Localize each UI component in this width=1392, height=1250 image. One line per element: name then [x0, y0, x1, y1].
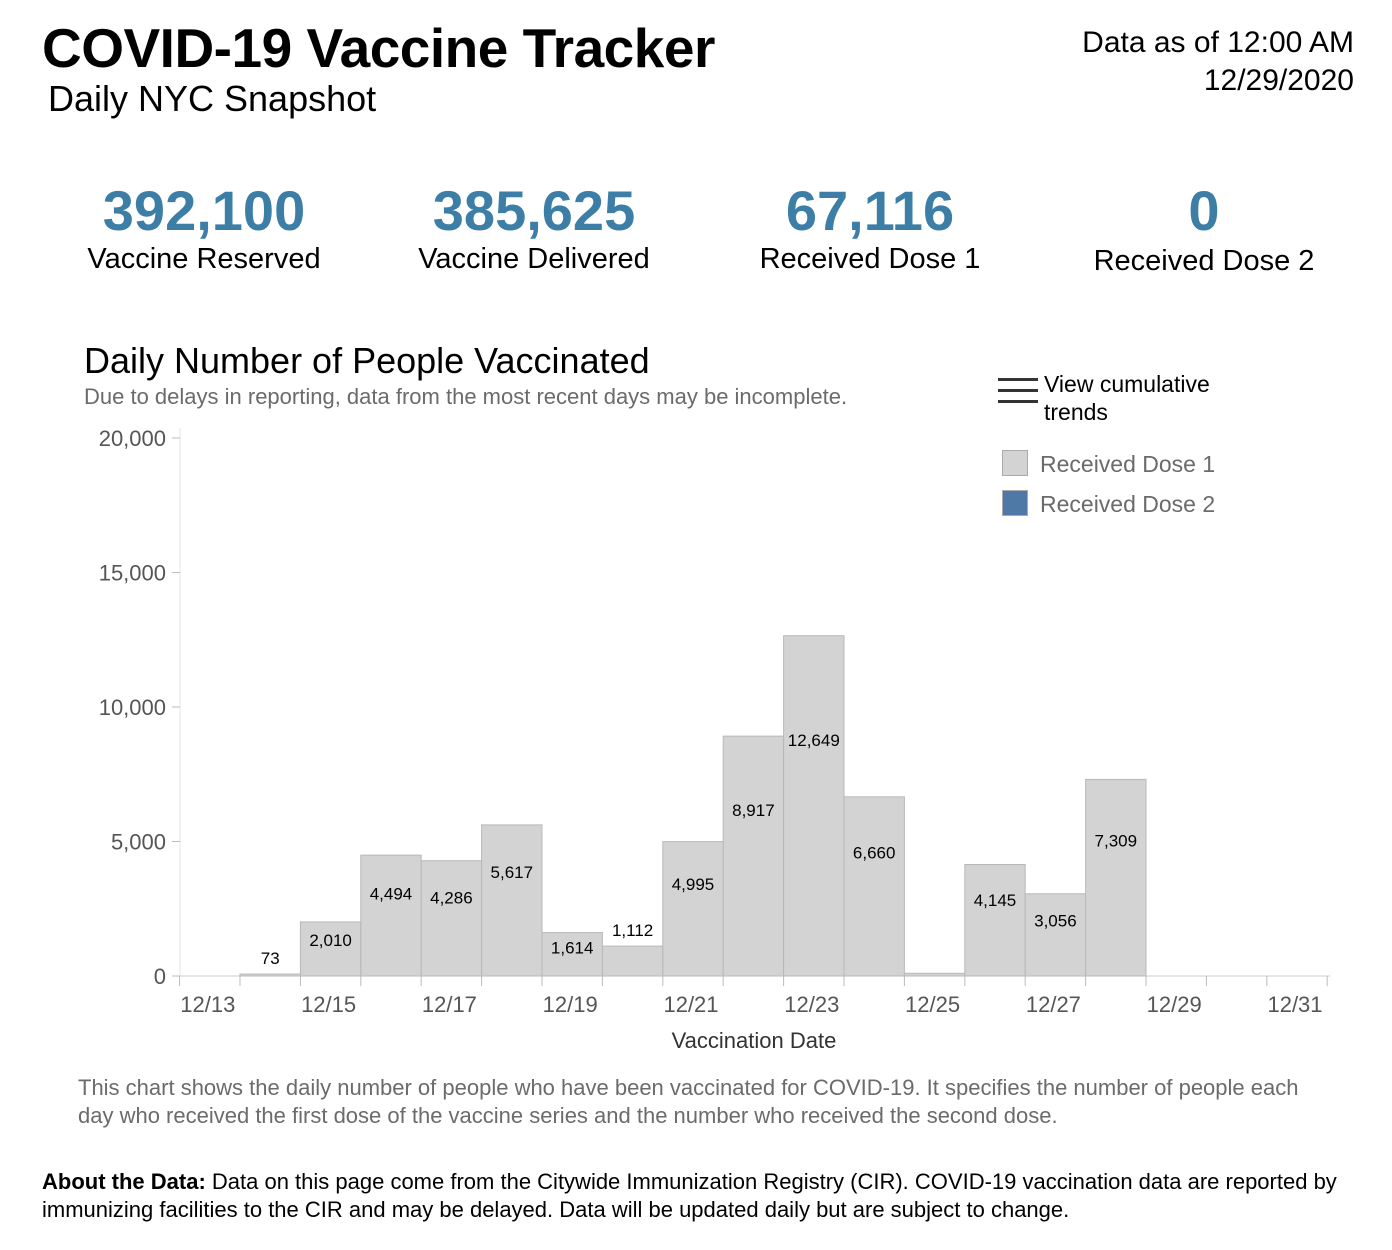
kpi-value: 0: [1188, 179, 1220, 242]
hamburger-menu-icon[interactable]: [998, 374, 1038, 410]
about-text: Data on this page come from the Citywide…: [42, 1169, 1337, 1222]
x-tick-label: 12/17: [422, 992, 477, 1017]
x-tick-label: 12/25: [905, 992, 960, 1017]
bar-dose-1: [1024, 893, 1087, 977]
kpi-label: Received Dose 1: [759, 243, 981, 275]
data-as-of: Data as of 12:00 AM 12/29/2020: [1082, 24, 1354, 100]
bar-data-label: 2,010: [309, 931, 352, 950]
bar-data-label: 4,494: [370, 884, 413, 903]
kpi-value: 67,116: [785, 179, 955, 242]
bar-dose-1: [662, 841, 724, 977]
bar-chart: 0 5,000 10,000 15,000 20,000 12/13 12/15 12/17 1…: [99, 426, 1330, 1053]
y-tick-label: 5,000: [111, 830, 166, 855]
bar-dose-1: [843, 796, 905, 977]
x-tick-label: 12/13: [180, 992, 235, 1017]
bar-data-label: 4,145: [974, 891, 1017, 910]
legend-label: Received Dose 1: [1040, 451, 1216, 477]
legend-label: Received Dose 2: [1040, 491, 1216, 517]
bar-data-label: 4,286: [430, 888, 473, 907]
kpi-value: 385,625: [432, 179, 636, 242]
kpi-received-dose-1: 67,116 Received Dose 1: [750, 180, 990, 276]
page-subtitle: Daily NYC Snapshot: [48, 78, 377, 119]
kpi-label: Received Dose 2: [1093, 245, 1315, 277]
about-the-data: About the Data: Data on this page come f…: [42, 1168, 1362, 1224]
x-tick-label: 12/19: [543, 992, 598, 1017]
cumulative-label-line2: trends: [1044, 399, 1108, 425]
chart-description: This chart shows the daily number of peo…: [78, 1075, 1299, 1128]
y-tick-label: 0: [154, 964, 166, 989]
x-tick-label: 12/15: [301, 992, 356, 1017]
bar-dose-1: [722, 735, 785, 977]
bar-dose-1: [601, 945, 664, 977]
x-tick-label: 12/21: [663, 992, 718, 1017]
bar-dose-1: [783, 635, 845, 977]
bar-data-label: 3,056: [1034, 911, 1077, 930]
bar-dose-1: [420, 860, 483, 977]
bar-dose-1: [360, 854, 422, 977]
kpi-label: Vaccine Reserved: [87, 243, 321, 275]
legend-swatch-dose-2: [1002, 490, 1028, 516]
bar-data-label: 8,917: [732, 801, 775, 820]
bar-data-label: 73: [261, 949, 280, 968]
y-tick-label: 10,000: [99, 695, 166, 720]
bar-dose-1: [299, 921, 362, 977]
bar-dose-1: [239, 973, 301, 977]
x-tick-label: 12/31: [1267, 992, 1322, 1017]
as-of-time: Data as of 12:00 AM: [1082, 26, 1354, 59]
about-heading: About the Data:: [42, 1169, 206, 1194]
x-tick-label: 12/23: [784, 992, 839, 1017]
chart-subtitle: Due to delays in reporting, data from th…: [84, 384, 848, 409]
page-title: COVID-19 Vaccine Tracker: [42, 17, 715, 79]
bar-data-label: 1,112: [612, 921, 653, 940]
kpi-label: Vaccine Delivered: [418, 243, 650, 275]
kpi-vaccine-reserved: 392,100 Vaccine Reserved: [84, 180, 324, 276]
bar-dose-1: [964, 863, 1026, 977]
bar-data-label: 4,995: [672, 875, 715, 894]
bar-dose-1: [903, 972, 966, 977]
as-of-date: 12/29/2020: [1203, 64, 1354, 97]
bar-data-label: 6,660: [853, 844, 896, 863]
kpi-vaccine-delivered: 385,625 Vaccine Delivered: [414, 180, 654, 276]
y-tick-label: 15,000: [99, 561, 166, 586]
bar-data-label: 1,614: [551, 939, 594, 958]
bar-dose-1: [481, 824, 543, 977]
bar-data-label: 12,649: [788, 731, 840, 750]
kpi-received-dose-2: 0 Received Dose 2: [1084, 180, 1324, 278]
bar-data-label: 7,309: [1095, 831, 1138, 850]
bar-data-label: 5,617: [491, 863, 534, 882]
chart-title: Daily Number of People Vaccinated: [84, 340, 650, 381]
cumulative-label-line1: View cumulative: [1044, 371, 1210, 397]
x-axis-title: Vaccination Date: [672, 1028, 837, 1053]
y-tick-label: 20,000: [99, 426, 166, 451]
x-tick-label: 12/29: [1147, 992, 1202, 1017]
bar-dose-1: [541, 932, 603, 977]
bar-dose-1: [1085, 778, 1147, 977]
legend-swatch-dose-1: [1002, 450, 1028, 476]
kpi-value: 392,100: [102, 179, 306, 242]
view-cumulative-trends-link[interactable]: View cumulative trends: [1044, 370, 1210, 426]
x-tick-label: 12/27: [1026, 992, 1081, 1017]
